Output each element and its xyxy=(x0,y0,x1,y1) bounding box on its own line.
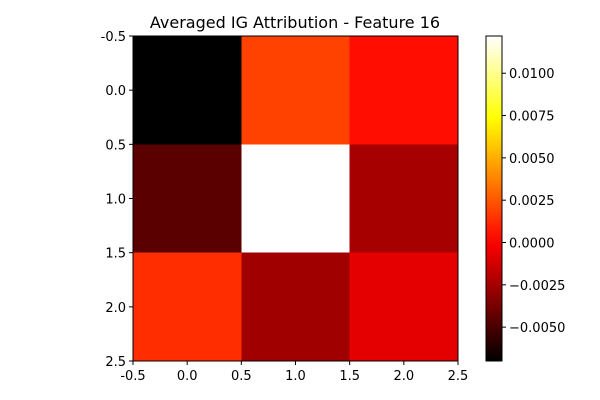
colorbar-tick-label: 0.0075 xyxy=(509,110,555,125)
colorbar-gradient xyxy=(486,36,502,361)
heatmap-cell-1-2 xyxy=(349,144,458,253)
y-tick-label: 0.0 xyxy=(105,84,126,99)
heatmap-cell-1-1 xyxy=(241,144,350,253)
y-tick-label: 0.5 xyxy=(105,138,126,153)
x-tick-label: 2.0 xyxy=(393,369,414,384)
colorbar-tick-label: −0.0025 xyxy=(509,279,565,294)
x-tick-label: -0.5 xyxy=(120,369,145,384)
colorbar-tick-label: 0.0050 xyxy=(509,152,555,167)
colorbar-tick-label: 0.0000 xyxy=(509,237,555,252)
y-tick-label: 1.5 xyxy=(105,247,126,262)
colorbar-tick-label: −0.0050 xyxy=(509,321,565,336)
colorbar-axis: 0.0100 0.0075 0.0050 0.0025 0.0000 −0.0025 −0.… xyxy=(502,67,565,336)
colorbar-frame xyxy=(485,35,503,362)
heatmap-cell-0-2 xyxy=(349,36,458,145)
x-tick-label: 2.5 xyxy=(448,369,469,384)
heatmap-cell-2-1 xyxy=(241,252,350,361)
x-tick-label: 1.5 xyxy=(339,369,360,384)
y-tick-label: 2.5 xyxy=(105,355,126,370)
colorbar-tick-label: 0.0100 xyxy=(509,67,555,82)
y-tick-label: -0.5 xyxy=(101,30,126,45)
heatmap-cell-2-2 xyxy=(349,252,458,361)
chart-title: Averaged IG Attribution - Feature 16 xyxy=(150,13,440,32)
heatmap-cell-0-0 xyxy=(133,36,242,145)
heatmap-cell-2-0 xyxy=(133,252,242,361)
x-tick-label: 0.0 xyxy=(177,369,198,384)
heatmap-cell-0-1 xyxy=(241,36,350,145)
y-tick-label: 1.0 xyxy=(105,193,126,208)
x-tick-label: 1.0 xyxy=(285,369,306,384)
colorbar-tick-label: 0.0025 xyxy=(509,194,555,209)
x-tick-label: 0.5 xyxy=(231,369,252,384)
heatmap-cells xyxy=(133,36,458,361)
y-tick-label: 2.0 xyxy=(105,301,126,316)
heatmap-cell-1-0 xyxy=(133,144,242,253)
x-axis: -0.5 0.0 0.5 1.0 1.5 2.0 2.5 xyxy=(120,361,468,384)
y-axis: -0.5 0.0 0.5 1.0 1.5 2.0 2.5 xyxy=(101,30,133,370)
